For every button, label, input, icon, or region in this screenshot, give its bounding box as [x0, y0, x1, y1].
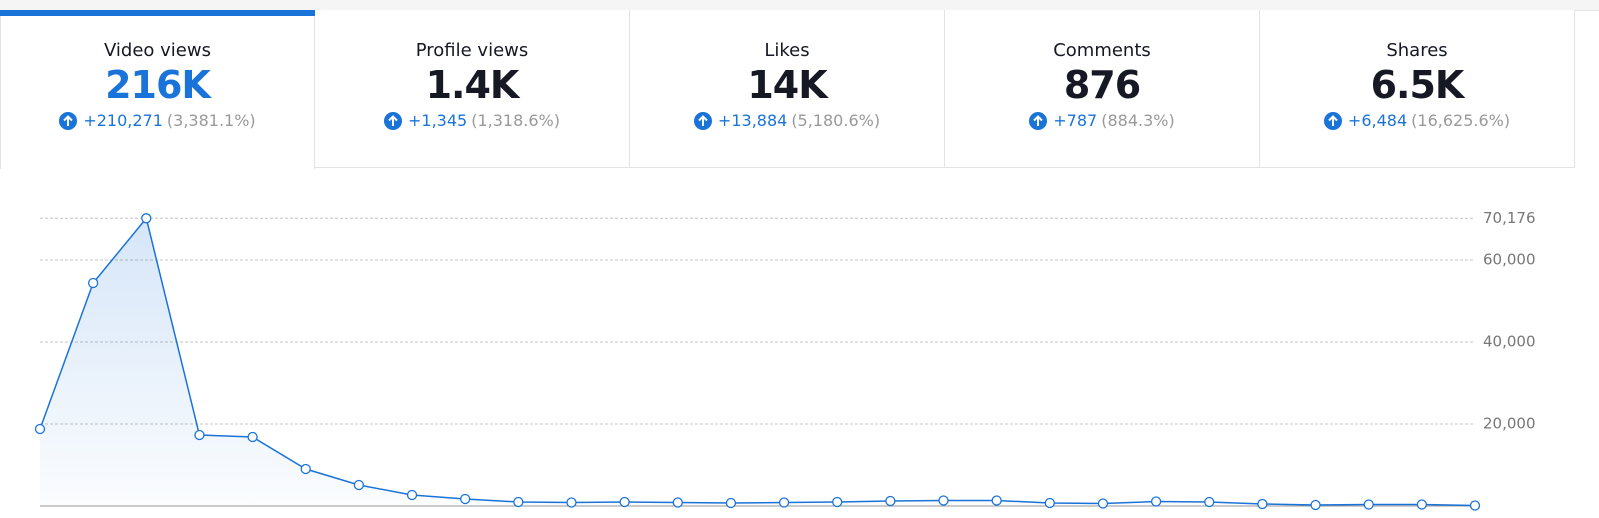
point	[1469, 500, 1481, 511]
point	[938, 495, 949, 506]
change-percent: (5,180.6%)	[791, 111, 881, 130]
metric-tab[interactable]: Comments 876 +787 (884.3%)	[945, 10, 1260, 168]
change-row: +13,884 (5,180.6%)	[630, 111, 944, 130]
up-icon	[693, 111, 712, 130]
point	[725, 497, 737, 509]
point	[141, 213, 152, 224]
tab-label: Likes	[764, 40, 810, 61]
change-value: +13,884	[717, 111, 788, 130]
y-tick-label: 70,176	[1483, 209, 1536, 227]
metric-tab[interactable]: Likes 14K +13,884 (5,180.6%)	[630, 10, 945, 168]
change-value: +1,345	[408, 111, 468, 130]
point	[353, 479, 365, 491]
metric-tab[interactable]: Profile views 1.4K +1,345 (1,318.6%)	[315, 10, 630, 168]
point	[300, 463, 311, 475]
point	[460, 493, 471, 505]
point	[832, 496, 843, 508]
line	[39, 216, 1476, 507]
point	[406, 489, 418, 501]
y-tick-label: 20,000	[1483, 415, 1536, 433]
tab-value: 6.5K	[1370, 63, 1465, 107]
point	[34, 423, 46, 435]
y-tick-label: 60,000	[1483, 251, 1536, 269]
point	[1310, 499, 1321, 511]
tab-value: 216K	[105, 63, 211, 107]
point	[991, 495, 1002, 506]
point	[1044, 497, 1055, 509]
point	[513, 496, 524, 508]
up-icon	[1029, 111, 1048, 130]
y-tick-label: 40,000	[1483, 333, 1536, 351]
change-value: +6,484	[1347, 111, 1408, 130]
point	[672, 497, 683, 508]
metric-tabs: Video views 216K +210,271 (3,381.1%) Profile…	[0, 10, 1599, 169]
tab-label: Comments	[1053, 40, 1151, 61]
point	[1097, 498, 1109, 509]
point	[87, 277, 99, 289]
metric-tab[interactable]: Shares 6.5K +6,484 (16,625.6%)	[1260, 10, 1575, 168]
point	[1257, 498, 1268, 510]
change-row: +6,484 (16,625.6%)	[1260, 111, 1574, 130]
change-row: +1,345 (1,318.6%)	[315, 111, 629, 130]
up-icon	[1323, 111, 1342, 130]
point	[1150, 496, 1162, 507]
tab-value: 1.4K	[425, 63, 520, 107]
point	[1363, 499, 1374, 510]
up-icon	[59, 111, 78, 130]
point	[1416, 499, 1428, 510]
change-percent: (884.3%)	[1101, 111, 1175, 130]
point	[194, 429, 205, 441]
point	[778, 497, 790, 508]
change-percent: (1,318.6%)	[471, 111, 560, 130]
line-area	[40, 218, 1475, 507]
point	[619, 496, 630, 508]
tab-value: 14K	[747, 63, 827, 107]
tab-label: Profile views	[415, 40, 529, 61]
point	[247, 431, 258, 443]
change-percent: (16,625.6%)	[1411, 111, 1511, 130]
up-icon	[384, 111, 402, 130]
point	[566, 497, 577, 508]
tab-label: Shares	[1386, 40, 1448, 61]
change-value: +787	[1053, 111, 1098, 130]
tab-value: 876	[1063, 63, 1141, 107]
change-row: +787 (884.3%)	[945, 111, 1259, 130]
metric-tab[interactable]: Video views 216K +210,271 (3,381.1%)	[0, 10, 315, 169]
change-value: +210,271	[83, 111, 163, 130]
change-percent: (3,381.1%)	[166, 111, 256, 130]
change-row: +210,271 (3,381.1%)	[1, 111, 314, 130]
point	[1204, 496, 1215, 508]
tab-label: Video views	[104, 40, 211, 61]
point	[885, 495, 896, 507]
